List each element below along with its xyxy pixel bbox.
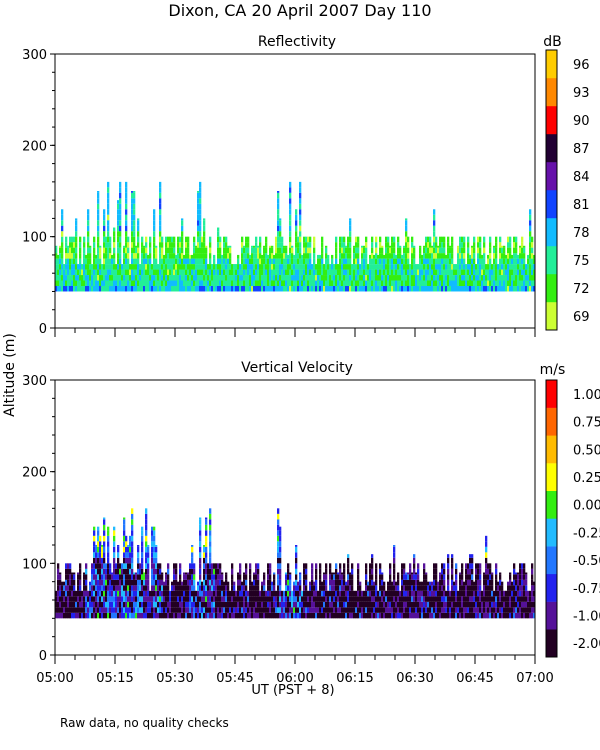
colorbar-label: 0.25 bbox=[573, 471, 600, 486]
colorbar-label: 87 bbox=[573, 142, 590, 157]
y-tick-label: 100 bbox=[22, 557, 47, 572]
y-tick-label: 200 bbox=[22, 466, 47, 481]
y-tick-label: 100 bbox=[22, 231, 47, 246]
colorbar-label: -2.00 bbox=[573, 637, 600, 652]
colorbar-segment bbox=[546, 246, 557, 275]
colorbar-label: 0.00 bbox=[573, 499, 600, 514]
colorbar-segment bbox=[546, 463, 557, 491]
colorbar-label: 84 bbox=[573, 170, 590, 185]
colorbar-label: 75 bbox=[573, 254, 590, 269]
colorbar: -2.00 -1.00 -0.75 -0.50 -0.25 0.00 0.25 0.50 0.7… bbox=[540, 362, 600, 658]
x-tick-label: 07:00 bbox=[516, 671, 553, 686]
x-tick-label: 06:00 bbox=[276, 671, 313, 686]
colorbar-segment bbox=[546, 274, 557, 303]
colorbar-label: -0.50 bbox=[573, 554, 600, 569]
colorbar-segment bbox=[546, 134, 557, 163]
y-tick-label: 0 bbox=[39, 322, 47, 337]
x-tick-label: 05:30 bbox=[156, 671, 193, 686]
y-axis-label: Altitude (m) bbox=[2, 333, 18, 417]
colorbar-label: 1.00 bbox=[573, 388, 600, 403]
y-tick-label: 300 bbox=[22, 48, 47, 63]
colorbar-segment bbox=[546, 490, 557, 519]
reflectivity-panel: Reflectivity 0 100 200 300 69 72 75 78 81 84 87 90 93… bbox=[22, 34, 590, 337]
x-tick-label: 05:00 bbox=[36, 671, 73, 686]
colorbar-frame bbox=[545, 49, 558, 331]
vertical-velocity-panel: Vertical Velocity 0 100 200 300 05:00 05:15 05:… bbox=[22, 360, 600, 686]
colorbar-label: -0.75 bbox=[573, 582, 600, 597]
colorbar-segment bbox=[546, 106, 557, 135]
x-tick-label: 05:15 bbox=[96, 671, 133, 686]
x-tick-label: 06:45 bbox=[456, 671, 493, 686]
colorbar-label: 93 bbox=[573, 86, 590, 101]
colorbar-segment bbox=[546, 218, 557, 247]
colorbar-segment bbox=[546, 302, 557, 331]
colorbar: 69 72 75 78 81 84 87 90 93 96 dB bbox=[543, 34, 590, 331]
x-tick-label: 06:15 bbox=[336, 671, 373, 686]
colorbar-segment bbox=[546, 162, 557, 191]
colorbar-segment bbox=[546, 629, 557, 658]
colorbar-label: 81 bbox=[573, 198, 590, 213]
colorbar-segment bbox=[546, 573, 557, 602]
colorbar-segment bbox=[546, 435, 557, 464]
colorbar-frame bbox=[545, 379, 558, 658]
x-tick-label: 06:30 bbox=[396, 671, 433, 686]
y-tick-label: 0 bbox=[39, 649, 47, 664]
data-field bbox=[55, 181, 536, 292]
colorbar-segment bbox=[546, 50, 557, 79]
colorbar-segment bbox=[546, 407, 557, 436]
colorbar-label: 69 bbox=[573, 310, 590, 325]
data-field bbox=[55, 508, 536, 619]
colorbar-label: 78 bbox=[573, 226, 590, 241]
colorbar-segment bbox=[546, 601, 557, 630]
colorbar-label: -1.00 bbox=[573, 609, 600, 624]
colorbar-label: 96 bbox=[573, 58, 590, 73]
colorbar-label: 90 bbox=[573, 114, 590, 129]
colorbar-segment bbox=[546, 190, 557, 219]
footer-note: Raw data, no quality checks bbox=[60, 716, 229, 730]
colorbar-label: -0.25 bbox=[573, 526, 600, 541]
colorbar-label: 0.75 bbox=[573, 416, 600, 431]
x-tick-label: 05:45 bbox=[216, 671, 253, 686]
colorbar-unit: m/s bbox=[540, 362, 566, 378]
figure-title: Dixon, CA 20 April 2007 Day 110 bbox=[168, 1, 431, 20]
colorbar-label: 0.50 bbox=[573, 443, 600, 458]
colorbar-segment bbox=[546, 518, 557, 547]
y-tick-label: 200 bbox=[22, 139, 47, 154]
colorbar-unit: dB bbox=[543, 34, 562, 50]
colorbar-segment bbox=[546, 546, 557, 575]
y-tick-label: 300 bbox=[22, 374, 47, 389]
panel-title: Vertical Velocity bbox=[241, 360, 353, 376]
colorbar-label: 72 bbox=[573, 282, 590, 297]
x-axis-label: UT (PST + 8) bbox=[251, 683, 334, 698]
colorbar-segment bbox=[546, 380, 557, 408]
panel-title: Reflectivity bbox=[258, 34, 336, 50]
colorbar-segment bbox=[546, 78, 557, 107]
